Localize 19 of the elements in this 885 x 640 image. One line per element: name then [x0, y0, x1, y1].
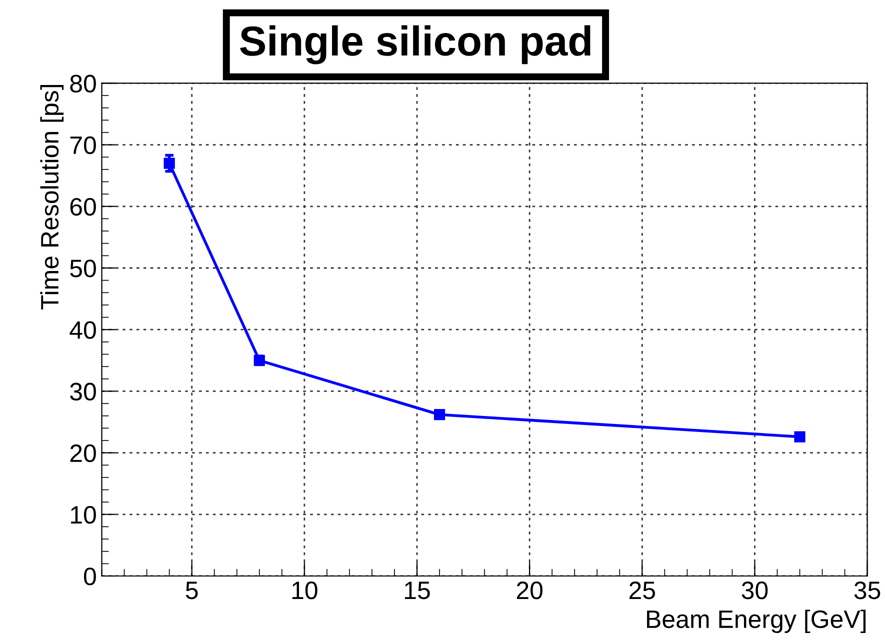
y-axis-title: Time Resolution [ps] — [40, 84, 64, 310]
x-tick-label: 30 — [742, 582, 768, 600]
x-tick-label: 25 — [630, 582, 656, 600]
x-tick-label: 15 — [404, 582, 430, 600]
y-tick-label: 70 — [70, 136, 96, 154]
y-tick-label: 40 — [70, 321, 96, 339]
chart-title: Single silicon pad — [240, 25, 590, 64]
y-tick-label: 20 — [70, 444, 96, 462]
x-tick-label: 10 — [292, 582, 318, 600]
x-axis-title: Beam Energy [GeV] — [647, 610, 866, 634]
y-tick-label: 80 — [70, 74, 96, 93]
x-tick-label: 35 — [854, 582, 880, 600]
y-tick-label: 30 — [70, 382, 96, 401]
x-tick-label: 20 — [516, 582, 542, 600]
y-tick-label: 10 — [71, 506, 96, 524]
y-tick-label: 60 — [70, 198, 96, 216]
x-tick-label: 5 — [186, 582, 198, 600]
y-tick-label: 0 — [84, 568, 96, 586]
y-tick-label: 50 — [70, 260, 96, 278]
